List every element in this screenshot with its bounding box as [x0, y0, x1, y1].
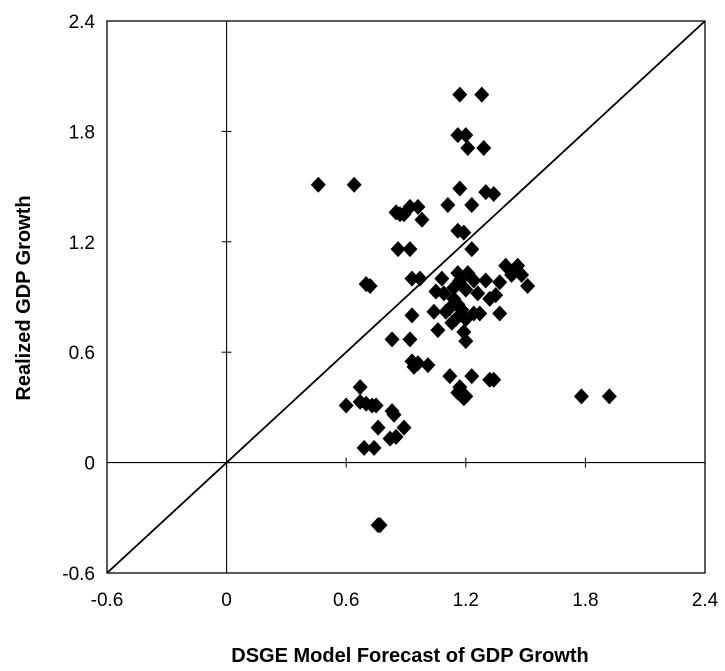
data-point-marker — [486, 371, 502, 388]
data-point-marker — [446, 279, 462, 296]
data-point-marker — [442, 368, 458, 385]
data-point-marker — [464, 241, 480, 258]
data-point-marker — [456, 224, 472, 241]
plot-border — [106, 20, 706, 574]
data-point-marker — [474, 86, 490, 103]
x-tick-label: 0 — [221, 590, 232, 611]
data-point-marker — [434, 270, 450, 287]
data-point-marker — [452, 86, 468, 103]
tick-labels: -0.6 0 0.6 1.2 1.8 2.4 -0.6 0 0.6 1.2 1.8 2.4 — [62, 12, 718, 611]
data-markers — [310, 86, 617, 534]
data-point-marker — [450, 127, 466, 144]
plot-area — [106, 20, 706, 574]
data-point-marker — [466, 272, 482, 289]
data-point-marker — [384, 331, 400, 348]
y-tick-label: 1.2 — [69, 233, 95, 254]
data-point-marker — [514, 266, 530, 283]
data-point-marker — [370, 419, 386, 436]
data-point-marker — [492, 274, 508, 291]
y-tick-label: 0 — [84, 454, 95, 475]
data-point-marker — [390, 241, 406, 258]
data-point-marker — [382, 430, 398, 447]
data-point-marker — [520, 277, 536, 294]
data-point-marker — [458, 311, 474, 328]
data-point-marker — [498, 257, 514, 274]
data-point-marker — [458, 281, 474, 298]
data-point-marker — [460, 139, 476, 156]
data-point-marker — [414, 211, 430, 228]
data-point-marker — [426, 303, 442, 320]
data-point-marker — [420, 357, 436, 374]
data-point-marker — [482, 290, 498, 307]
data-point-marker — [410, 198, 426, 215]
data-point-marker — [366, 439, 382, 456]
reference-line-45deg — [106, 20, 706, 574]
data-point-marker — [438, 303, 454, 320]
data-point-marker — [440, 197, 456, 213]
data-point-marker — [452, 180, 468, 197]
y-tick-label: -0.6 — [62, 564, 95, 585]
data-point-marker — [456, 390, 472, 407]
data-point-marker — [470, 285, 486, 302]
data-point-marker — [362, 277, 378, 294]
data-point-marker — [402, 331, 418, 348]
data-point-marker — [402, 241, 418, 258]
data-point-marker — [464, 197, 480, 213]
data-point-marker — [352, 379, 368, 396]
data-point-marker — [486, 185, 502, 202]
x-tick-label: 0.6 — [333, 590, 359, 611]
data-point-marker — [346, 176, 362, 193]
data-point-marker — [430, 322, 446, 339]
data-point-marker — [406, 358, 422, 375]
data-point-marker — [396, 206, 412, 223]
data-point-marker — [458, 127, 474, 144]
x-tick-label: 2.4 — [692, 590, 719, 611]
data-point-marker — [404, 270, 420, 287]
data-point-marker — [492, 305, 508, 322]
y-tick-label: 0.6 — [69, 343, 95, 364]
data-point-marker — [504, 266, 520, 283]
data-point-marker — [444, 314, 460, 331]
data-point-marker — [356, 439, 372, 456]
data-point-marker — [464, 368, 480, 385]
data-point-marker — [368, 397, 384, 414]
data-point-marker — [404, 307, 420, 324]
data-point-marker — [412, 270, 428, 287]
y-tick-label: 1.8 — [69, 122, 95, 143]
data-point-marker — [573, 388, 589, 405]
x-tick-label: -0.6 — [91, 590, 124, 611]
data-point-marker — [396, 419, 412, 436]
data-point-marker — [472, 305, 488, 322]
x-axis-title: DSGE Model Forecast of GDP Growth — [231, 645, 588, 667]
data-point-marker — [370, 517, 386, 534]
data-point-marker — [476, 139, 492, 156]
data-point-marker — [386, 406, 402, 423]
x-tick-label: 1.2 — [453, 590, 479, 611]
data-point-marker — [436, 285, 452, 302]
data-point-marker — [601, 388, 617, 405]
y-axis-title: Realized GDP Growth — [13, 195, 35, 400]
data-point-marker — [310, 176, 326, 193]
data-point-marker — [338, 397, 354, 414]
x-tick-label: 1.8 — [572, 590, 598, 611]
data-point-marker — [478, 272, 494, 289]
y-tick-label: 2.4 — [69, 12, 96, 33]
data-point-marker — [458, 333, 474, 350]
